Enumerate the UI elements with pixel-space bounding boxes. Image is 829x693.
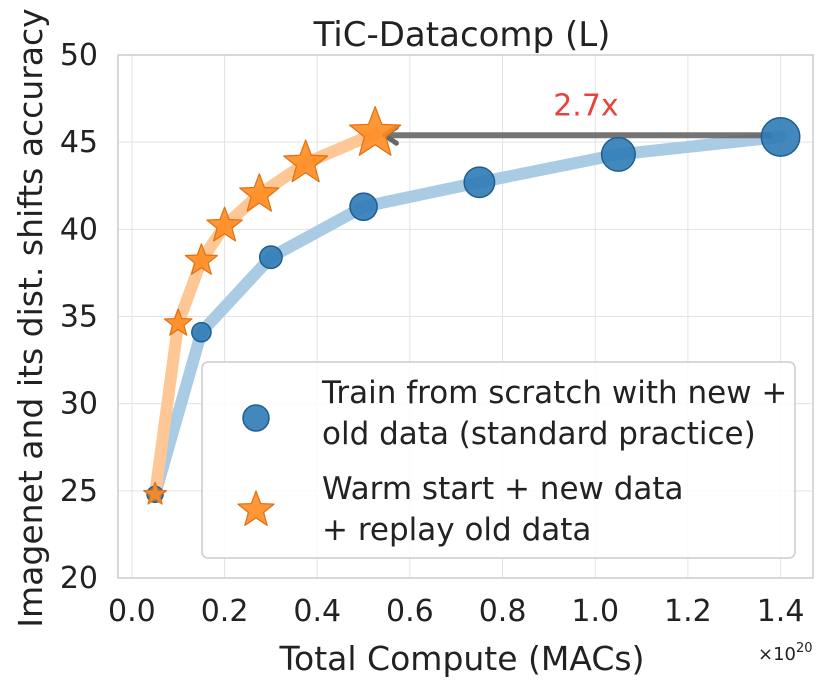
- y-tick-label: 40: [60, 212, 98, 247]
- data-point-circle: [600, 136, 636, 172]
- annotation: 2.7x: [381, 89, 772, 146]
- legend-marker-star: [237, 490, 275, 526]
- x-scale-exponent: 20: [796, 641, 813, 656]
- y-tick-label: 35: [60, 300, 98, 335]
- tick-labels: 0.0 0.2 0.4 0.6 0.8 1.0 1.2 1.4 20 25 30 35 40 45 50: [60, 38, 805, 629]
- legend-box: [201, 361, 796, 559]
- data-point-circle: [258, 245, 283, 270]
- x-tick-label: 0.6: [386, 594, 434, 629]
- x-scale-base: ×10: [758, 644, 796, 665]
- x-tick-label: 1.4: [757, 594, 805, 629]
- legend-label-warm-start-line-2: + replay old data: [322, 512, 591, 548]
- y-tick-label: 20: [60, 561, 98, 596]
- x-tick-label: 0.0: [108, 594, 156, 629]
- legend: Train from scratch with new + old data (…: [201, 361, 796, 559]
- legend-label-train-from-scratch-line-2: old data (standard practice): [322, 416, 756, 452]
- legend-star-icon: [237, 490, 275, 526]
- data-point-star: [143, 481, 168, 505]
- data-point-circle: [463, 166, 496, 199]
- legend-label-train-from-scratch-line-1: Train from scratch with new +: [321, 375, 787, 411]
- y-tick-label: 25: [60, 474, 98, 509]
- series-markers: [143, 105, 801, 505]
- data-point-circle: [760, 116, 801, 157]
- data-point-star: [239, 173, 280, 212]
- data-point-star: [163, 308, 193, 336]
- data-point-star: [184, 243, 218, 275]
- x-tick-label: 0.4: [293, 594, 341, 629]
- x-scale-multiplier: ×1020: [758, 641, 813, 665]
- y-tick-label: 30: [60, 387, 98, 422]
- x-tick-label: 1.0: [571, 594, 619, 629]
- data-point-circle: [349, 192, 378, 222]
- annotation-label: 2.7x: [553, 89, 618, 124]
- x-axis-label: Total Compute (MACs): [279, 639, 645, 678]
- y-axis-label: Imagenet and its dist. shifts accuracy: [11, 8, 50, 627]
- legend-marker-circle: [242, 404, 270, 432]
- data-point-circle: [191, 321, 212, 343]
- data-point-star: [283, 139, 329, 183]
- data-point-star: [206, 206, 243, 242]
- y-tick-label: 50: [60, 38, 98, 73]
- legend-circle-icon: [242, 404, 270, 432]
- data-point-star: [348, 105, 402, 156]
- x-tick-label: 0.2: [201, 594, 249, 629]
- x-tick-label: 1.2: [664, 594, 712, 629]
- chart-title: TiC-Datacomp (L): [313, 15, 611, 55]
- legend-label-warm-start-line-1: Warm start + new data: [322, 471, 684, 507]
- y-tick-label: 45: [60, 125, 98, 160]
- plot-frame: [117, 54, 814, 579]
- x-tick-label: 0.8: [479, 594, 527, 629]
